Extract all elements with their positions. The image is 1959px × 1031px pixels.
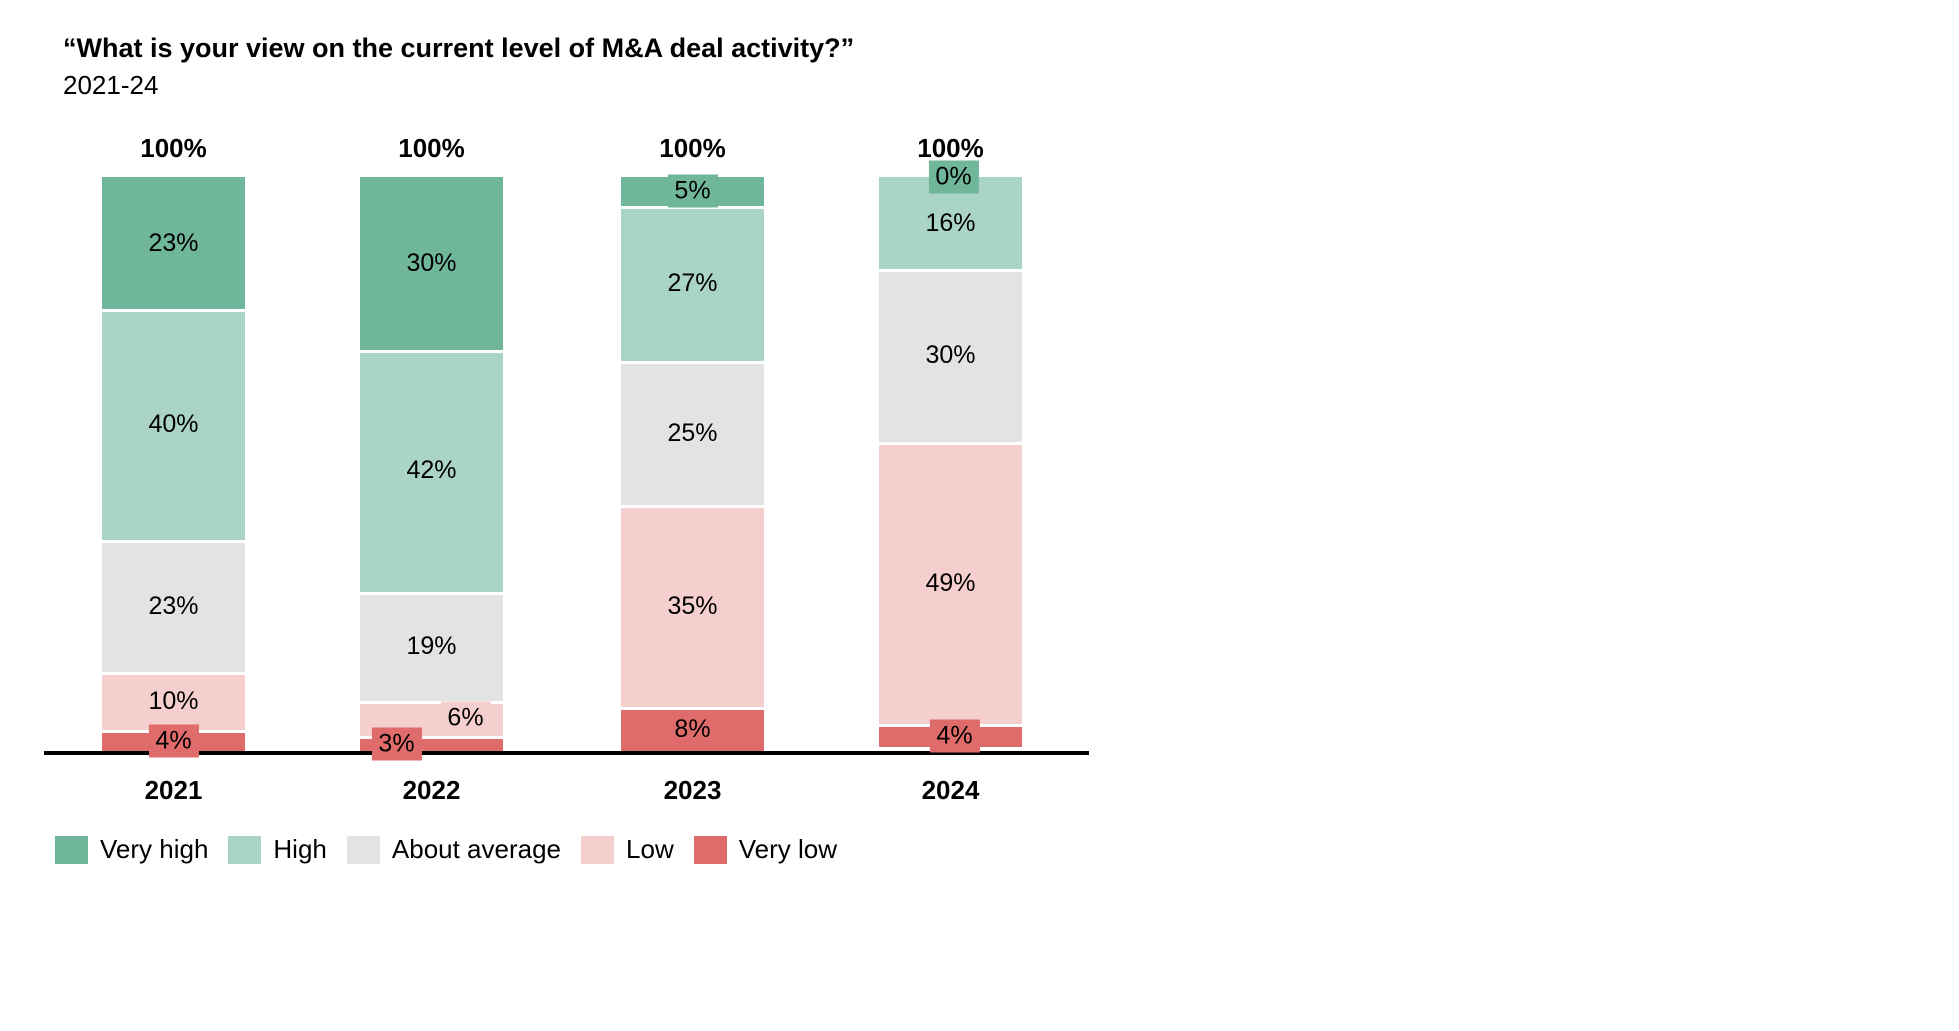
legend-label: Very low: [738, 834, 837, 864]
bar-segment: [621, 505, 764, 707]
bar-2023: 100% 5% 27% 25% 35% 8% 2023: [621, 133, 764, 805]
bar-segment: [360, 349, 503, 592]
bar-segment: [360, 591, 503, 702]
x-axis-line: [44, 751, 1089, 755]
x-axis-tick-label: 2023: [663, 775, 722, 805]
bar-segment: [360, 177, 503, 350]
legend-swatch: [346, 835, 380, 864]
bar-total-label: 100%: [659, 133, 726, 163]
bar-segment: [102, 539, 245, 673]
bar-total-label: 100%: [917, 133, 984, 163]
legend-item-low: Low: [581, 834, 674, 865]
bar-2021: 100% 23% 40% 23% 10% 4% 2021: [102, 133, 245, 805]
legend-swatch: [228, 835, 262, 864]
legend-label: Very high: [100, 834, 209, 864]
x-axis-tick-label: 2021: [144, 775, 203, 805]
segment-value-badge: 6%: [440, 701, 491, 735]
bar-total-label: 100%: [140, 133, 207, 163]
segment-value-badge: 4%: [929, 719, 980, 753]
legend: Very high High About average Low Very low: [55, 834, 837, 865]
chart-title: “What is your view on the current level …: [63, 33, 855, 63]
bar-2022: 100% 30% 42% 19% 6% 3% 2022: [360, 133, 503, 805]
bar-segment: [102, 672, 245, 730]
legend-swatch: [581, 835, 615, 864]
legend-swatch: [55, 835, 88, 864]
legend-item-very-high: Very high: [55, 834, 208, 865]
bar-segment: [621, 361, 764, 506]
bar-segment: [621, 706, 764, 753]
segment-value-badge: 4%: [148, 724, 199, 758]
x-axis-tick-label: 2022: [402, 775, 461, 805]
bar-segment: [621, 205, 764, 362]
bar-segment: [102, 177, 245, 310]
legend-item-high: High: [228, 834, 327, 865]
segment-value-badge: 3%: [371, 727, 422, 761]
bar-total-label: 100%: [398, 133, 465, 163]
bar-segment: [879, 269, 1022, 442]
legend-item-very-low: Very low: [693, 834, 837, 865]
legend-label: High: [273, 834, 327, 864]
bar-segment: [879, 441, 1022, 725]
legend-item-about-average: About average: [346, 834, 562, 865]
chart-subtitle: 2021-24: [63, 70, 159, 100]
bar-2024: 100% 0% 16% 30% 49% 4% 2024: [879, 133, 1022, 805]
bar-segment: [102, 309, 245, 540]
x-axis-tick-label: 2024: [921, 775, 980, 805]
legend-swatch: [693, 835, 727, 864]
segment-value-badge: 0%: [928, 160, 979, 194]
segment-value-badge: 5%: [667, 174, 718, 208]
legend-label: About average: [391, 834, 562, 864]
legend-label: Low: [626, 834, 674, 864]
